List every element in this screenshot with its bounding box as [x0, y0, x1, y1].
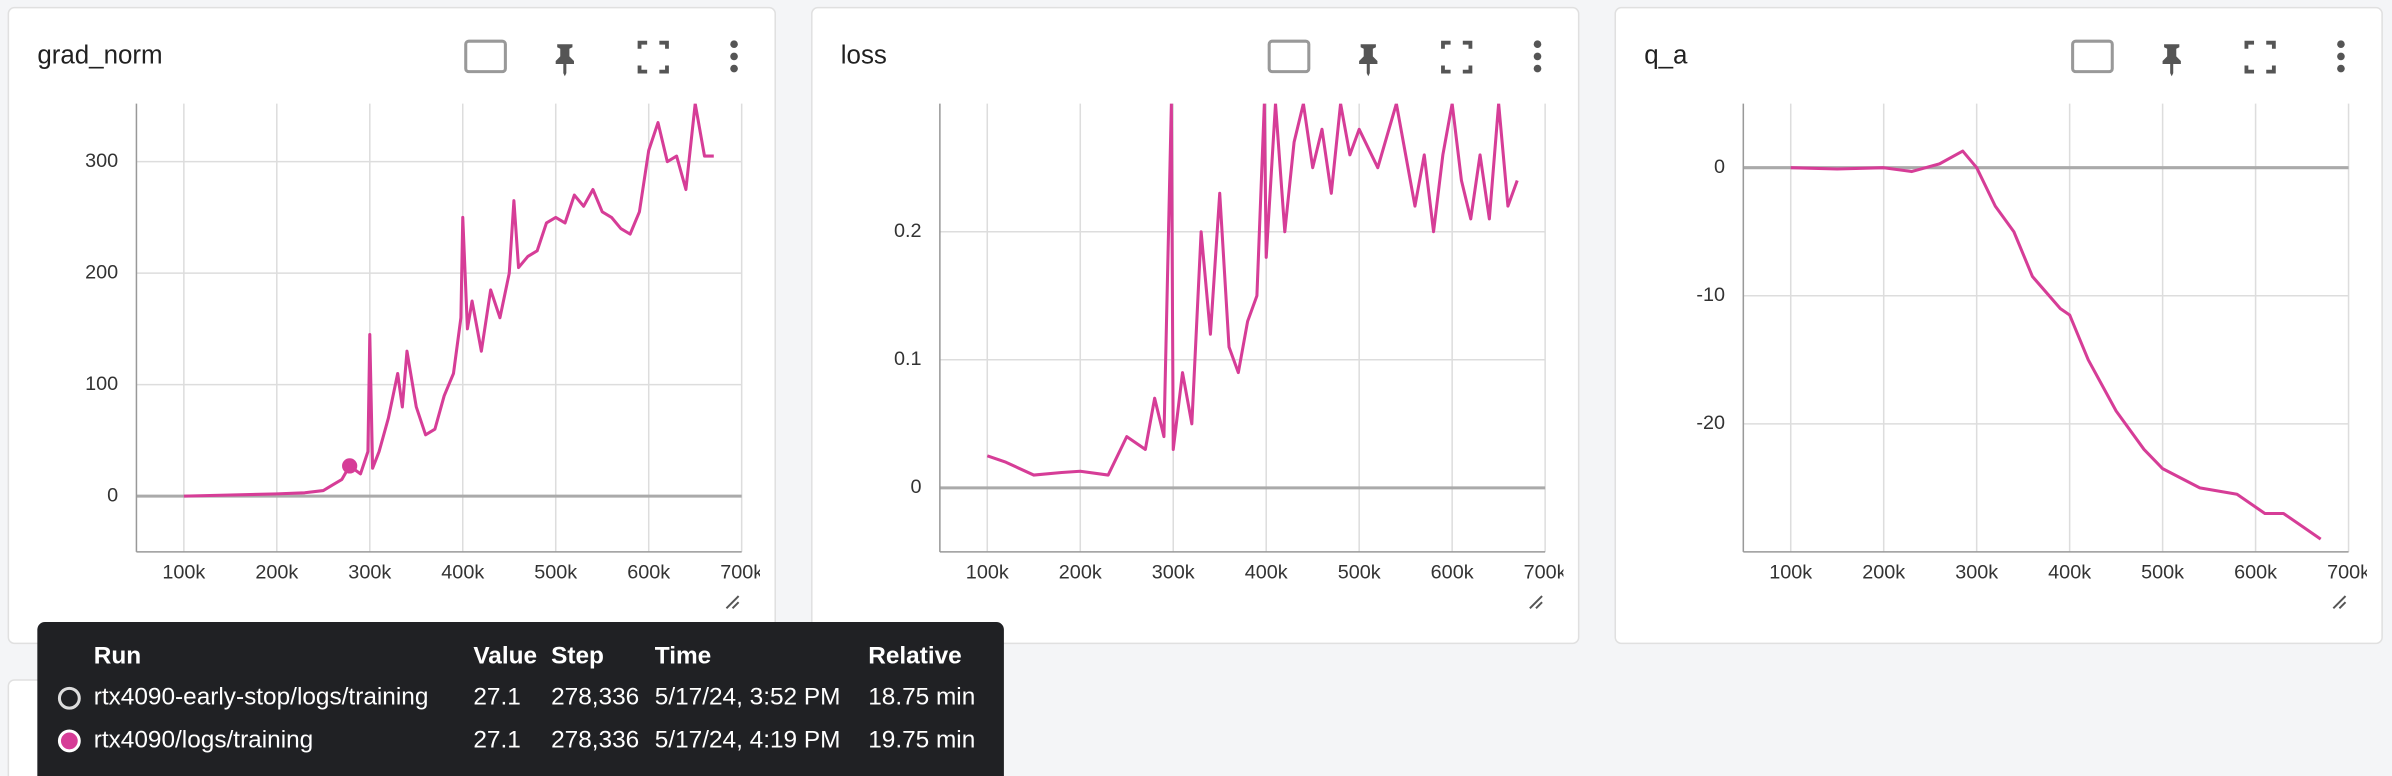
resize-icon[interactable] — [1529, 595, 1543, 609]
tooltip-cell: 5/17/24, 3:52 PM — [655, 684, 841, 711]
x-tick-label: 700k — [2327, 561, 2370, 583]
x-tick-label: 200k — [1862, 561, 1905, 583]
menu-dot[interactable] — [730, 52, 738, 61]
pin-icon[interactable] — [555, 44, 574, 77]
y-tick-label: 0.2 — [894, 220, 922, 242]
tooltip-cell: rtx4090-early-stop/logs/training — [94, 684, 429, 711]
x-tick-label: 400k — [1245, 561, 1288, 583]
series-line — [183, 103, 714, 498]
menu-dot[interactable] — [1533, 64, 1542, 73]
tooltip-cell: rtx4090/logs/training — [94, 726, 314, 753]
tooltip-header: Relative — [868, 643, 961, 670]
y-tick-label: 200 — [85, 261, 118, 283]
card-title: grad_norm — [37, 41, 162, 69]
tooltip-header: Run — [94, 643, 141, 670]
x-labels: 100k 200k 300k 400k 500k 600k 700k — [1769, 561, 2370, 583]
fullscreen-icon[interactable] — [2244, 40, 2276, 74]
tooltip-header: Step — [551, 643, 604, 670]
x-tick-label: 600k — [1431, 561, 1474, 583]
x-tick-label: 100k — [162, 561, 205, 583]
y-tick-label: 0 — [1714, 156, 1725, 178]
card-bg — [7, 6, 776, 645]
card: q_a 100k 200k 300k 400k 500k 600k 700k 0 -10 -20 — [1614, 6, 2383, 645]
x-tick-label: 700k — [720, 561, 763, 583]
pin-icon[interactable] — [2162, 44, 2181, 77]
y-tick-label: 0 — [107, 484, 118, 506]
menu-dot[interactable] — [2337, 40, 2345, 49]
tooltip-cell: 18.75 min — [868, 684, 975, 711]
tooltip-cell: 278,336 — [551, 726, 639, 753]
y-tick-label: -20 — [1696, 412, 1725, 434]
tooltip-cell: 27.1 — [473, 726, 520, 753]
fit-icon[interactable] — [2071, 39, 2114, 74]
run-swatch — [57, 729, 81, 753]
menu-dot[interactable] — [1533, 40, 1542, 49]
y-tick-label: 0 — [911, 476, 922, 498]
x-tick-label: 500k — [2141, 561, 2184, 583]
fit-icon[interactable] — [464, 39, 507, 74]
menu-dot[interactable] — [730, 64, 738, 73]
x-tick-label: 600k — [2234, 561, 2277, 583]
fullscreen-icon[interactable] — [1441, 40, 1473, 74]
resize-icon[interactable] — [2332, 595, 2347, 609]
x-tick-label: 300k — [1152, 561, 1195, 583]
tooltip-cell: 278,336 — [551, 684, 639, 711]
x-tick-label: 300k — [1955, 561, 1998, 583]
x-tick-label: 200k — [1059, 561, 1102, 583]
menu-dot[interactable] — [2337, 52, 2345, 61]
plot — [986, 103, 1519, 477]
tooltip: Run Value Step Time Relative rtx4090-early-st… — [37, 622, 1004, 776]
card-title: q_a — [1644, 41, 1688, 69]
series-line — [986, 103, 1519, 477]
y-tick-label: 100 — [85, 373, 118, 395]
x-labels: 100k 200k 300k 400k 500k 600k 700k — [966, 561, 1567, 583]
tooltip-bg — [37, 622, 1004, 776]
card: grad_norm 100k 200k 300k 400k 500k 600k 700k 0 10… — [7, 6, 776, 645]
resize-icon[interactable] — [725, 595, 740, 609]
tooltip-cell: 5/17/24, 4:19 PM — [655, 726, 841, 753]
fit-icon[interactable] — [1267, 39, 1311, 74]
y-tick-label: -10 — [1696, 284, 1725, 306]
y-tick-label: 0.1 — [894, 348, 922, 370]
x-tick-label: 200k — [255, 561, 298, 583]
card-title: loss — [841, 41, 887, 69]
menu-dot[interactable] — [1533, 52, 1542, 61]
plot — [1790, 149, 2322, 541]
x-tick-label: 300k — [348, 561, 391, 583]
y-tick-label: 300 — [85, 150, 118, 172]
x-tick-label: 400k — [441, 561, 484, 583]
menu-dot[interactable] — [2337, 64, 2345, 73]
x-labels: 100k 200k 300k 400k 500k 600k 700k — [162, 561, 763, 583]
tooltip-header: Time — [655, 643, 711, 670]
menu-dot[interactable] — [730, 40, 738, 49]
x-tick-label: 400k — [2048, 561, 2091, 583]
x-tick-label: 500k — [534, 561, 577, 583]
fullscreen-icon[interactable] — [637, 40, 669, 74]
card: loss 100k 200k 300k 400k 500k 600k 700k 0 0.1 0.2 — [811, 6, 1580, 645]
run-swatch — [57, 686, 81, 710]
tooltip-cell: 19.75 min — [868, 726, 975, 753]
series-line — [1790, 149, 2322, 541]
plot — [183, 103, 714, 498]
hover-point — [342, 458, 358, 474]
x-tick-label: 100k — [966, 561, 1009, 583]
tooltip-header: Value — [473, 643, 537, 670]
tooltip-cell: 27.1 — [473, 684, 520, 711]
x-tick-label: 100k — [1769, 561, 1812, 583]
pin-icon[interactable] — [1359, 44, 1378, 77]
x-tick-label: 600k — [627, 561, 670, 583]
card-bg — [1614, 6, 2383, 645]
x-tick-label: 700k — [1524, 561, 1567, 583]
x-tick-label: 500k — [1338, 561, 1381, 583]
